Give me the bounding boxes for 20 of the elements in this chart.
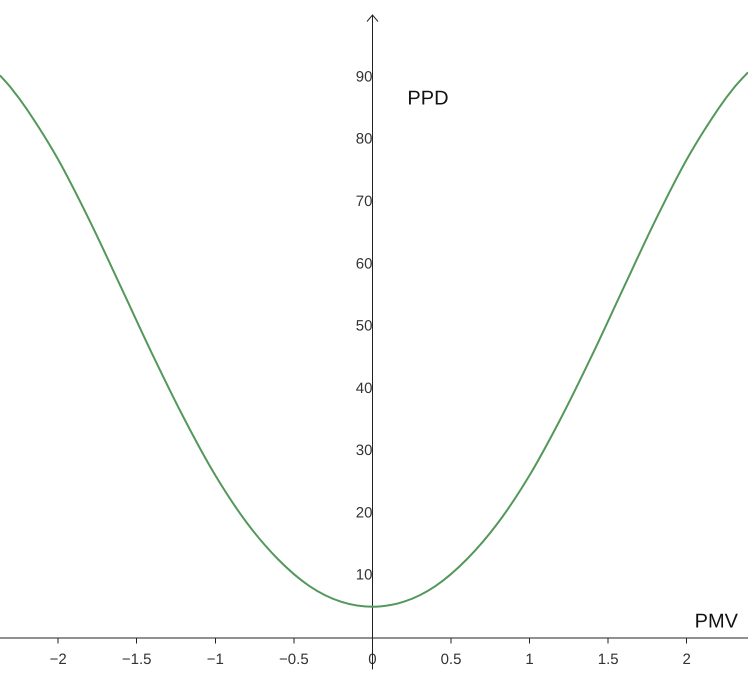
y-tick-label: 40: [356, 380, 372, 397]
y-tick-label: 10: [356, 566, 372, 584]
y-tick-label: 30: [356, 442, 372, 460]
x-axis-title: PMV: [694, 610, 739, 632]
x-tick-label: −1.5: [122, 651, 152, 668]
y-axis-title: PPD: [407, 88, 449, 110]
x-tick-label: 0.5: [440, 651, 462, 668]
x-tick-label: 1: [525, 651, 534, 668]
y-tick-label: 90: [356, 68, 372, 86]
x-tick-label: −2: [50, 651, 67, 668]
y-tick-label: 80: [356, 130, 372, 148]
y-tick-label: 50: [356, 318, 372, 335]
x-tick-label: 1.5: [598, 651, 619, 668]
y-tick-label: 20: [356, 504, 372, 522]
x-tick-label: 2: [682, 651, 691, 668]
y-tick-label: 70: [356, 193, 372, 210]
line-series: [0, 71, 748, 608]
y-tick-label: 60: [356, 255, 372, 272]
x-tick-label: −0.5: [279, 651, 309, 668]
x-tick-label: −1: [206, 651, 224, 668]
